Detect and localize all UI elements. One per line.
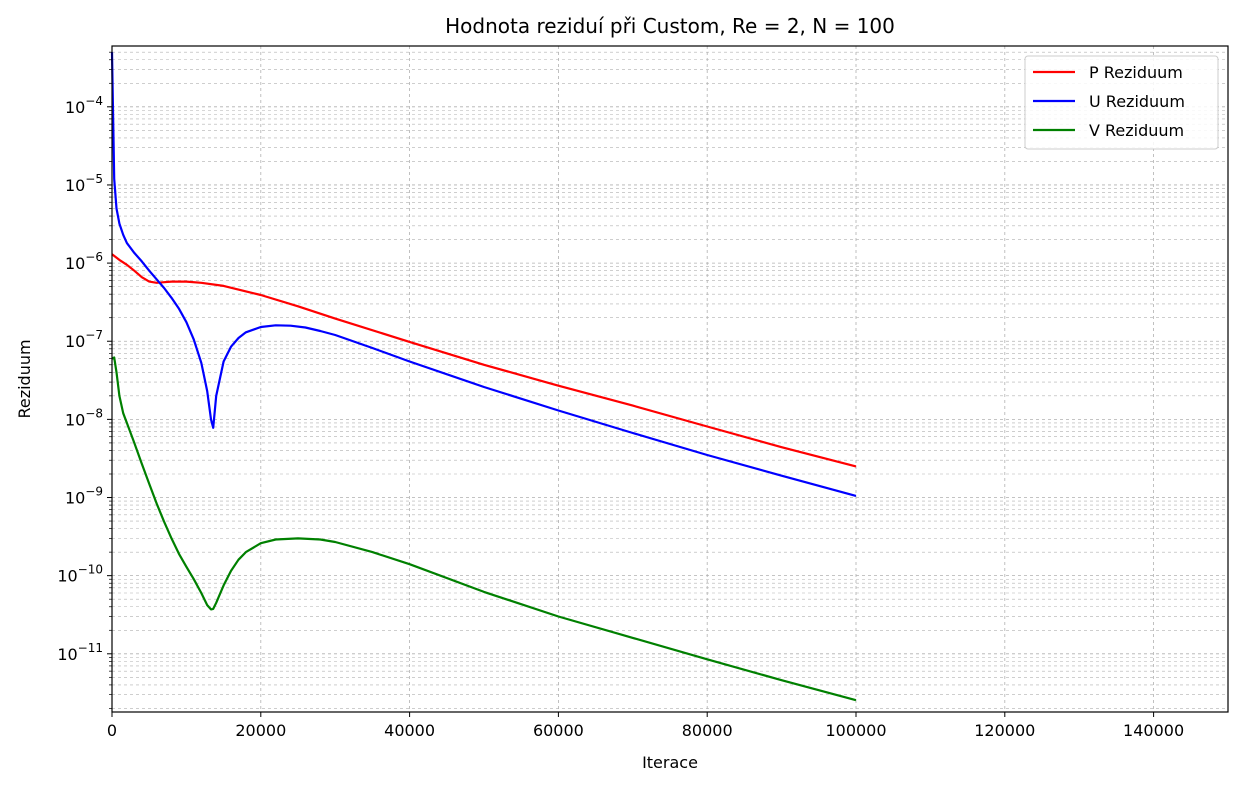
y-tick-label: 10−4 [65, 94, 103, 117]
y-tick-label: 10−7 [65, 328, 103, 351]
x-tick-label: 20000 [235, 721, 286, 740]
series-line-u [110, 52, 857, 497]
y-tick-label: 10−10 [57, 563, 103, 586]
axis-ticks: 0 20000 40000 60000 80000 100000 120000 140000 1… [57, 51, 1184, 740]
legend-label: U Reziduum [1089, 92, 1185, 111]
y-axis-label: Reziduum [15, 339, 34, 418]
y-tick-label: 10−9 [65, 485, 103, 508]
y-tick-label: 10−8 [65, 406, 103, 429]
y-tick-label: 10−6 [65, 250, 103, 273]
legend: P Reziduum U Reziduum V Reziduum [1024, 55, 1219, 150]
legend-box [1024, 55, 1219, 150]
x-tick-label: 120000 [974, 721, 1035, 740]
grid [111, 46, 1228, 712]
chart-title: Hodnota reziduí při Custom, Re = 2, N = … [445, 14, 895, 38]
series-lines [110, 52, 857, 702]
series-line-v [111, 356, 857, 702]
x-tick-label: 140000 [1123, 721, 1184, 740]
x-tick-label: 40000 [384, 721, 435, 740]
legend-label: P Reziduum [1089, 63, 1183, 82]
y-tick-label: 10−5 [65, 172, 103, 195]
x-tick-label: 60000 [533, 721, 584, 740]
x-tick-label: 80000 [682, 721, 733, 740]
x-tick-label: 0 [107, 721, 117, 740]
x-tick-label: 100000 [825, 721, 886, 740]
y-tick-label: 10−11 [57, 641, 103, 664]
legend-label: V Reziduum [1089, 121, 1184, 140]
plot-frame [111, 45, 1229, 713]
series-line-p [111, 253, 857, 468]
x-axis-label: Iterace [642, 753, 698, 772]
